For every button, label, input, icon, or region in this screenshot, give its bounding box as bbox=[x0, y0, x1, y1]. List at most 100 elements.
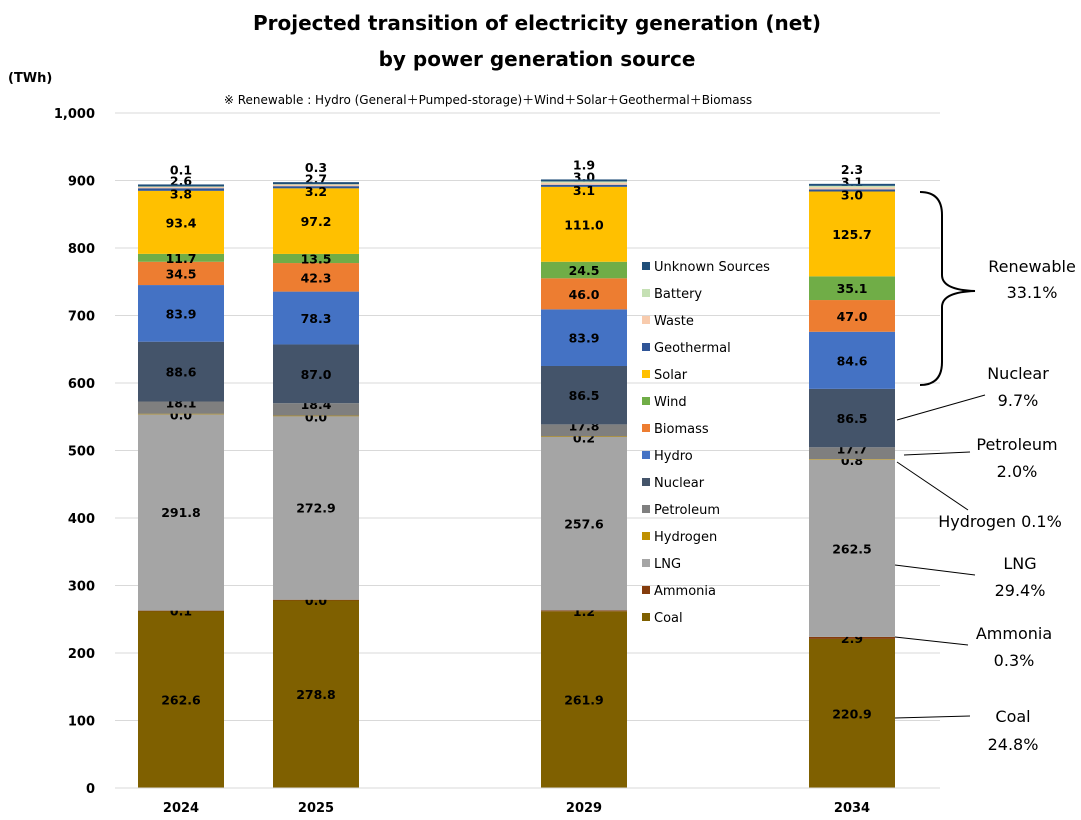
bar-segment-geothermal bbox=[273, 186, 359, 189]
legend-swatch bbox=[642, 586, 650, 594]
annotation-label: Renewable bbox=[988, 257, 1076, 276]
bar-segment-nuclear bbox=[809, 388, 895, 448]
legend-swatch bbox=[642, 262, 650, 270]
data-label: 3.2 bbox=[305, 184, 327, 199]
data-label: 2.3 bbox=[841, 162, 863, 177]
legend-entry: Hydrogen bbox=[654, 530, 717, 545]
legend-entry: LNG bbox=[654, 557, 681, 572]
chart-title: Projected transition of electricity gene… bbox=[253, 11, 821, 35]
annotation-label: Ammonia bbox=[976, 624, 1052, 643]
legend: Unknown Sources Battery Waste Geothermal Sol… bbox=[642, 260, 770, 626]
bar-segment-waste bbox=[541, 182, 627, 185]
bar-segment-biomass bbox=[138, 261, 224, 286]
bar-segment-hydrogen bbox=[138, 413, 224, 415]
data-label: 86.5 bbox=[569, 388, 600, 403]
bar-segment-ammonia bbox=[273, 599, 359, 601]
legend-swatch bbox=[642, 559, 650, 567]
bar-segment-wind bbox=[809, 276, 895, 301]
bar-segment-solar bbox=[809, 191, 895, 277]
y-tick-label: 1,000 bbox=[54, 107, 95, 122]
bar-segment-battery bbox=[809, 185, 895, 188]
y-tick-label: 100 bbox=[68, 715, 95, 730]
x-tick-label: 2029 bbox=[566, 801, 602, 816]
data-label: 84.6 bbox=[837, 353, 868, 368]
bar-segment-waste bbox=[138, 186, 224, 189]
bar-segment-unknown-sources bbox=[541, 179, 627, 182]
y-tick-label: 300 bbox=[68, 580, 95, 595]
bar-segment-hydrogen bbox=[541, 436, 627, 437]
renewable-brace bbox=[919, 191, 976, 386]
data-label: 83.9 bbox=[166, 306, 197, 321]
y-tick-label: 600 bbox=[68, 377, 95, 392]
data-label: 78.3 bbox=[301, 311, 332, 326]
leader-line bbox=[894, 715, 971, 719]
data-label: 262.5 bbox=[832, 541, 872, 556]
annotation-share: 29.4% bbox=[995, 581, 1046, 600]
bar-segment-battery bbox=[541, 181, 627, 183]
data-label: 47.0 bbox=[837, 309, 868, 324]
y-tick-label: 800 bbox=[68, 242, 95, 257]
renewable-note: ※ Renewable : Hydro (General＋Pumped-stor… bbox=[224, 93, 752, 107]
legend-swatch bbox=[642, 451, 650, 459]
legend-swatch bbox=[642, 397, 650, 405]
legend-swatch bbox=[642, 532, 650, 540]
y-tick-label: 400 bbox=[68, 512, 95, 527]
data-label: 86.5 bbox=[837, 411, 868, 426]
legend-entry: Coal bbox=[654, 611, 683, 626]
bar-segment-hydro bbox=[138, 285, 224, 342]
bar-segment-waste bbox=[273, 184, 359, 187]
data-label: 24.5 bbox=[569, 263, 600, 278]
bar-segment-battery bbox=[138, 186, 224, 188]
data-label: 220.9 bbox=[832, 706, 872, 721]
data-label: 125.7 bbox=[832, 227, 872, 242]
legend-entry: Waste bbox=[654, 314, 694, 329]
bar-segment-petroleum bbox=[273, 403, 359, 416]
bar-segment-unknown-sources bbox=[138, 184, 224, 187]
bars: 262.60.1291.80.018.188.683.934.511.793.4… bbox=[115, 157, 940, 816]
leader-line bbox=[894, 636, 969, 646]
bar-segment-hydro bbox=[809, 331, 895, 389]
legend-entry: Nuclear bbox=[654, 476, 705, 491]
leader-line bbox=[896, 394, 986, 421]
data-label: 261.9 bbox=[564, 693, 604, 708]
bar-segment-waste bbox=[809, 187, 895, 190]
legend-swatch bbox=[642, 505, 650, 513]
legend-entry: Hydro bbox=[654, 449, 693, 464]
bar-segment-hydrogen bbox=[273, 415, 359, 417]
bar-segment-solar bbox=[273, 188, 359, 254]
data-label: 3.0 bbox=[841, 187, 863, 202]
data-label: 46.0 bbox=[569, 287, 600, 302]
legend-swatch bbox=[642, 370, 650, 378]
bar-segment-lng bbox=[273, 415, 359, 600]
bar-segment-coal bbox=[541, 611, 627, 788]
data-label: 278.8 bbox=[296, 687, 336, 702]
bar-segment-nuclear bbox=[541, 365, 627, 425]
legend-swatch bbox=[642, 613, 650, 621]
legend-entry: Solar bbox=[654, 368, 688, 383]
bar-segment-solar bbox=[138, 190, 224, 254]
chart-title-line2: by power generation source bbox=[379, 47, 696, 71]
bar-segment-geothermal bbox=[541, 184, 627, 187]
data-label: 87.0 bbox=[301, 367, 332, 382]
annotation-label: Nuclear bbox=[987, 364, 1049, 383]
annotation-label: Coal bbox=[995, 707, 1030, 726]
data-label: 13.5 bbox=[301, 251, 332, 266]
annotation-label: LNG bbox=[1003, 554, 1036, 573]
annotations: Renewable 33.1% Nuclear 9.7% Petroleum 2.0% Hy… bbox=[894, 191, 1076, 754]
bar-segment-ammonia bbox=[541, 610, 627, 612]
data-label: 0.3 bbox=[305, 160, 327, 175]
bar-segment-petroleum bbox=[541, 424, 627, 437]
bar-segment-hydrogen bbox=[809, 459, 895, 460]
data-label: 35.1 bbox=[837, 281, 868, 296]
legend-entry: Geothermal bbox=[654, 341, 731, 356]
bar-segment-petroleum bbox=[809, 447, 895, 460]
bar-segment-lng bbox=[541, 436, 627, 611]
data-label: 291.8 bbox=[161, 505, 201, 520]
data-label: 1.9 bbox=[573, 157, 595, 172]
bar-segment-battery bbox=[273, 184, 359, 185]
bar-segment-unknown-sources bbox=[809, 183, 895, 186]
bar-segment-wind bbox=[273, 253, 359, 264]
legend-entry: Unknown Sources bbox=[654, 260, 770, 275]
legend-entry: Battery bbox=[654, 287, 702, 302]
